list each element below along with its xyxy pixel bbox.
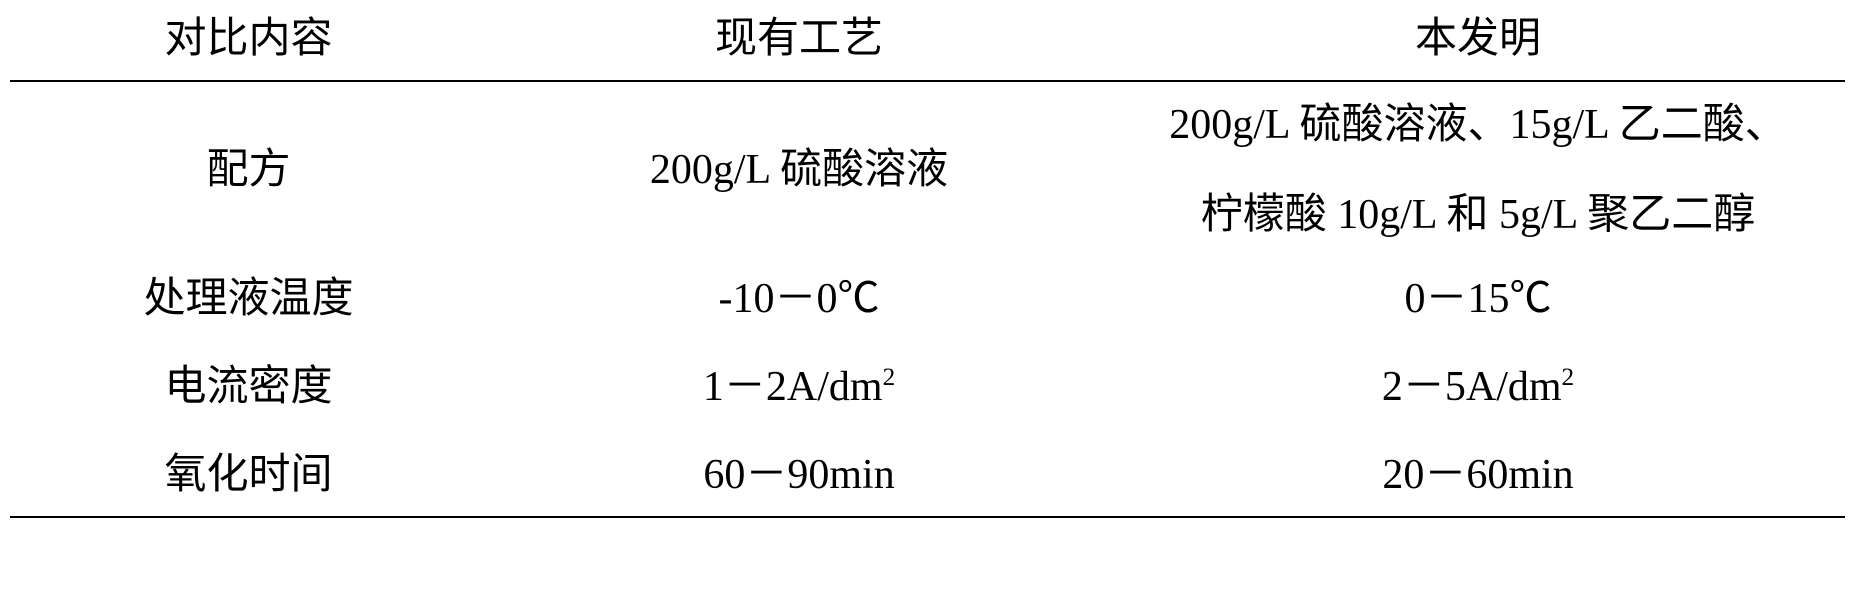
cell-formula-invention-line1: 200g/L 硫酸溶液、15g/L 乙二酸、	[1169, 86, 1787, 166]
cell-formula-invention-line2: 柠檬酸 10g/L 和 5g/L 聚乙二醇	[1201, 176, 1756, 256]
cell-current-invention: 2－5A/dm2	[1111, 340, 1845, 436]
comparison-table-container: 对比内容 现有工艺 本发明 配方 200g/L 硫酸溶液 200g/L 硫酸溶液…	[0, 0, 1855, 518]
table-header-row: 对比内容 现有工艺 本发明	[10, 0, 1845, 81]
cell-formula-existing: 200g/L 硫酸溶液	[487, 81, 1111, 260]
cell-time-param: 氧化时间	[10, 436, 487, 517]
cell-temp-existing: -10－0℃	[487, 260, 1111, 340]
cell-temp-invention: 0－15℃	[1111, 260, 1845, 340]
header-param: 对比内容	[10, 0, 487, 81]
cell-formula-param: 配方	[10, 81, 487, 260]
cell-current-existing: 1－2A/dm2	[487, 340, 1111, 436]
cell-current-param: 电流密度	[10, 340, 487, 436]
header-existing: 现有工艺	[487, 0, 1111, 81]
cell-time-invention: 20－60min	[1111, 436, 1845, 517]
cell-current-existing-base: 1－2A/dm	[703, 364, 883, 410]
table-row: 处理液温度 -10－0℃ 0－15℃	[10, 260, 1845, 340]
cell-current-invention-sup: 2	[1562, 364, 1575, 391]
cell-current-existing-sup: 2	[883, 364, 896, 391]
cell-time-existing: 60－90min	[487, 436, 1111, 517]
cell-current-invention-base: 2－5A/dm	[1382, 364, 1562, 410]
cell-formula-invention: 200g/L 硫酸溶液、15g/L 乙二酸、 柠檬酸 10g/L 和 5g/L …	[1111, 81, 1845, 260]
cell-temp-param: 处理液温度	[10, 260, 487, 340]
table-row: 电流密度 1－2A/dm2 2－5A/dm2	[10, 340, 1845, 436]
table-row: 氧化时间 60－90min 20－60min	[10, 436, 1845, 517]
header-invention: 本发明	[1111, 0, 1845, 81]
comparison-table: 对比内容 现有工艺 本发明 配方 200g/L 硫酸溶液 200g/L 硫酸溶液…	[10, 0, 1845, 518]
table-row: 配方 200g/L 硫酸溶液 200g/L 硫酸溶液、15g/L 乙二酸、 柠檬…	[10, 81, 1845, 260]
